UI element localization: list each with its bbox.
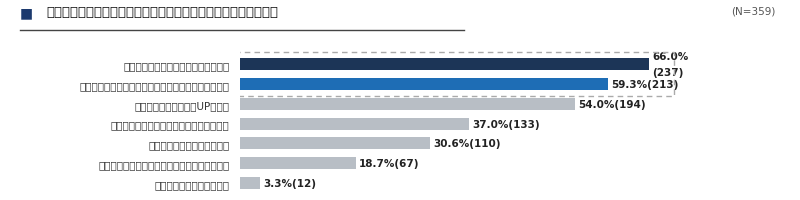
Bar <box>240 138 430 150</box>
Text: 重視するはたらく価値観を実現するために、企業に求めたいこと: 重視するはたらく価値観を実現するために、企業に求めたいこと <box>46 6 278 19</box>
Text: ■: ■ <box>20 6 33 20</box>
Text: 37.0%(133): 37.0%(133) <box>473 119 540 129</box>
Text: 3.3%(12): 3.3%(12) <box>263 178 317 188</box>
Text: 59.3%(213): 59.3%(213) <box>610 80 678 90</box>
Text: 66.0%: 66.0% <box>652 52 689 62</box>
Bar <box>240 118 470 130</box>
Text: 18.7%(67): 18.7%(67) <box>359 158 419 168</box>
Text: (N=359): (N=359) <box>732 6 776 16</box>
Text: 54.0%(194): 54.0%(194) <box>578 99 646 109</box>
Bar <box>238 53 674 97</box>
Text: (237): (237) <box>652 68 684 78</box>
Bar <box>240 79 608 90</box>
Bar <box>240 158 356 169</box>
Bar <box>240 177 261 189</box>
Bar <box>240 98 574 110</box>
Bar <box>240 59 650 71</box>
Text: 30.6%(110): 30.6%(110) <box>433 139 500 149</box>
